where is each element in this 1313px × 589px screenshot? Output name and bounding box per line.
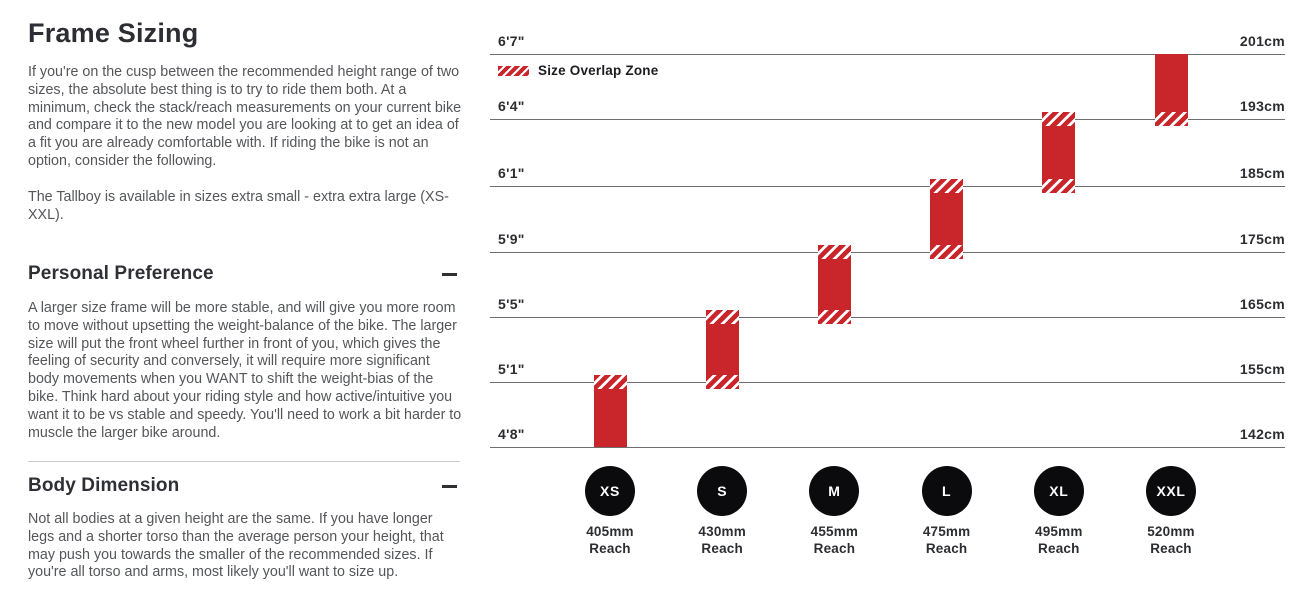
frame-sizing-article: Frame Sizing If you're on the cusp betwe…: [28, 0, 462, 589]
height-gridline: [490, 186, 1285, 187]
height-label-imperial: 5'1": [498, 361, 525, 377]
height-label-metric: 165cm: [1239, 296, 1285, 312]
collapse-minus-icon[interactable]: [442, 484, 457, 488]
reach-word: Reach: [589, 541, 631, 556]
reach-label-xxl: 520mm Reach: [1121, 523, 1221, 557]
reach-value: 405mm: [586, 524, 634, 539]
size-circle-xxl: XXL: [1146, 466, 1196, 516]
reach-word: Reach: [1038, 541, 1080, 556]
size-bar-l: [930, 179, 964, 259]
size-circle-s: S: [697, 466, 748, 516]
height-label-metric: 193cm: [1239, 98, 1285, 114]
overlap-zone-bottom: [817, 310, 851, 324]
overlap-zone-top: [1042, 112, 1076, 126]
recommended-height-range: [593, 389, 627, 447]
height-gridline: [490, 119, 1285, 120]
size-circle-xs: XS: [585, 466, 635, 516]
reach-word: Reach: [925, 541, 968, 556]
overlap-zone-bottom: [705, 375, 739, 389]
overlap-zone-top: [593, 375, 627, 389]
reach-label-l: 475mm Reach: [897, 523, 997, 557]
recommended-height-range: [817, 259, 851, 310]
height-label-imperial: 6'7": [498, 33, 525, 49]
reach-word: Reach: [1150, 541, 1192, 556]
reach-label-s: 430mm Reach: [672, 523, 772, 557]
reach-value: 520mm: [1147, 524, 1195, 539]
intro-paragraph-2: The Tallboy is available in sizes extra …: [28, 189, 449, 223]
reach-value: 495mm: [1035, 524, 1083, 539]
section-divider: [28, 461, 460, 462]
recommended-height-range: [1154, 54, 1188, 112]
size-circle-xl: XL: [1033, 466, 1084, 516]
size-bar-m: [817, 245, 851, 324]
height-label-metric: 175cm: [1239, 231, 1285, 247]
height-gridline: [490, 447, 1285, 448]
size-overlap-legend: Size Overlap Zone: [498, 63, 658, 78]
height-label-metric: 155cm: [1239, 361, 1285, 377]
body-dimension-body: Not all bodies at a given height are the…: [28, 511, 444, 581]
size-circle-m: M: [809, 466, 860, 516]
height-label-imperial: 4'8": [498, 426, 525, 442]
recommended-height-range: [705, 324, 739, 375]
overlap-zone-top: [930, 179, 964, 193]
height-label-imperial: 5'5": [498, 296, 525, 312]
height-gridline: [490, 252, 1285, 253]
section-header-body-dimension[interactable]: Body Dimension: [28, 475, 460, 497]
reach-label-xs: 405mm Reach: [560, 523, 660, 557]
overlap-zone-top: [705, 310, 739, 324]
size-bar-xxl: [1154, 54, 1188, 126]
size-bar-xs: [593, 375, 627, 447]
overlap-zone-swatch-icon: [498, 65, 529, 76]
section-heading-body-dimension: Body Dimension: [28, 475, 180, 496]
collapse-minus-icon[interactable]: [442, 272, 457, 276]
reach-label-m: 455mm Reach: [784, 523, 884, 557]
reach-value: 430mm: [698, 524, 746, 539]
height-gridline: [490, 382, 1285, 383]
height-gridline: [490, 54, 1285, 55]
personal-preference-body: A larger size frame will be more stable,…: [28, 300, 462, 441]
reach-word: Reach: [701, 541, 743, 556]
height-label-imperial: 6'1": [498, 165, 525, 181]
reach-label-xl: 495mm Reach: [1009, 523, 1109, 557]
size-circle-l: L: [921, 466, 972, 516]
overlap-zone-bottom: [1042, 179, 1076, 193]
overlap-zone-bottom: [930, 245, 964, 259]
height-label-metric: 201cm: [1239, 33, 1285, 49]
recommended-height-range: [930, 193, 964, 245]
reach-value: 475mm: [922, 524, 971, 539]
height-label-metric: 142cm: [1239, 426, 1285, 442]
page-title: Frame Sizing: [28, 18, 199, 48]
reach-word: Reach: [813, 541, 856, 556]
recommended-height-range: [1042, 126, 1076, 179]
height-gridline: [490, 317, 1285, 318]
overlap-zone-top: [817, 245, 851, 259]
size-bar-xl: [1042, 112, 1076, 193]
size-bar-s: [705, 310, 739, 389]
legend-label: Size Overlap Zone: [538, 63, 659, 78]
height-label-imperial: 6'4": [498, 98, 525, 114]
reach-value: 455mm: [810, 524, 859, 539]
size-chart: Size Overlap Zone 6'7" 201cm 6'4" 193cm 6'1"…: [488, 0, 1298, 589]
overlap-zone-bottom: [1154, 112, 1188, 126]
section-heading-personal-preference: Personal Preference: [28, 263, 214, 284]
height-label-imperial: 5'9": [498, 231, 525, 247]
section-header-personal-preference[interactable]: Personal Preference: [28, 263, 460, 285]
intro-paragraph-1: If you're on the cusp between the recomm…: [28, 64, 462, 169]
height-label-metric: 185cm: [1239, 165, 1285, 181]
